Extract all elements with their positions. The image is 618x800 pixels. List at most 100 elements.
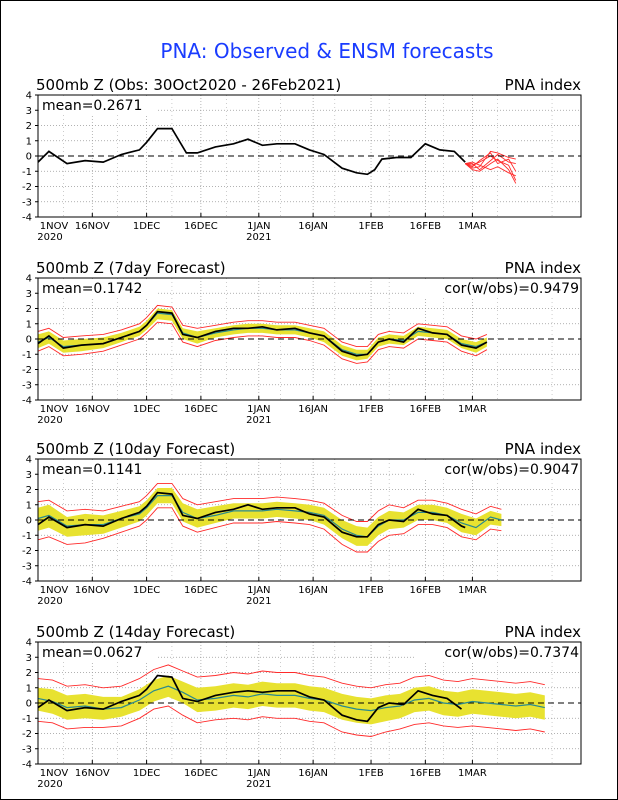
x-tick-label: 1DEC [133, 404, 160, 415]
y-tick-label: 1 [26, 319, 32, 330]
x-tick-label: 1JAN [247, 585, 270, 596]
y-tick-label: 0 [26, 699, 32, 710]
ensemble-band [38, 488, 502, 546]
x-tick-year-label: 2021 [246, 232, 271, 243]
x-tick-label: 1JAN [247, 404, 270, 415]
y-tick-label: -3 [22, 561, 32, 572]
y-tick-label: -2 [22, 546, 32, 557]
y-tick-label: -3 [22, 744, 32, 755]
x-tick-label: 1JAN [247, 768, 270, 779]
y-tick-label: -2 [22, 182, 32, 193]
y-tick-label: -2 [22, 729, 32, 740]
mean-label: mean=0.0627 [42, 645, 142, 661]
x-tick-label: 16JAN [298, 585, 328, 596]
index-label: PNA index [505, 259, 581, 277]
panel-title: 500mb Z (10day Forecast) [36, 440, 235, 458]
x-tick-label: 1FEB [358, 768, 383, 779]
panel-title: 500mb Z (7day Forecast) [36, 259, 226, 277]
x-tick-label: 1NOV [40, 768, 69, 779]
y-tick-label: 0 [26, 335, 32, 346]
lower-bound-line [37, 507, 502, 553]
forecast-member-line [464, 150, 516, 169]
x-tick-label: 1FEB [358, 221, 383, 232]
y-tick-label: 3 [26, 470, 32, 481]
x-tick-year-label: 2020 [37, 596, 62, 607]
y-tick-label: 1 [26, 683, 32, 694]
cor-label: cor(w/obs)=0.7374 [444, 645, 579, 661]
y-tick-label: 4 [26, 274, 32, 285]
x-tick-year-label: 2021 [246, 415, 271, 426]
panel-2: 500mb Z (7day Forecast) PNA index 4 3 2 1 0 -1 -… [22, 259, 582, 426]
mean-label-box [40, 644, 158, 661]
forecast-member-line [464, 158, 517, 184]
y-tick-label: -4 [22, 577, 32, 588]
observed-line [37, 310, 488, 357]
y-tick-label: -1 [22, 531, 32, 542]
panel-title: 500mb Z (14day Forecast) [36, 623, 235, 641]
x-tick-label: 16DEC [184, 404, 218, 415]
x-tick-label: 1DEC [133, 768, 160, 779]
x-tick-label: 16NOV [75, 585, 110, 596]
x-tick-label: 16NOV [75, 768, 110, 779]
x-tick-year-label: 2020 [37, 415, 62, 426]
mean-label-box [40, 280, 158, 297]
panel-title: 500mb Z (Obs: 30Oct2020 - 26Feb2021) [36, 76, 341, 94]
observed-line [37, 491, 466, 538]
x-tick-label: 1MAR [458, 221, 487, 232]
x-tick-label: 16FEB [410, 221, 442, 232]
y-tick-label: -4 [22, 213, 32, 224]
y-tick-label: 4 [26, 455, 32, 466]
lower-bound-line [37, 321, 488, 364]
index-label: PNA index [505, 440, 581, 458]
mean-label: mean=0.1742 [42, 281, 142, 297]
observed-line [37, 674, 463, 723]
index-label: PNA index [505, 623, 581, 641]
y-tick-label: 3 [26, 106, 32, 117]
x-tick-label: 16NOV [75, 221, 110, 232]
x-tick-label: 1FEB [358, 404, 383, 415]
y-tick-label: 2 [26, 304, 32, 315]
x-tick-label: 16FEB [410, 768, 442, 779]
y-tick-label: -1 [22, 350, 32, 361]
y-tick-label: -1 [22, 167, 32, 178]
ensemble-mean-line [37, 685, 545, 712]
upper-bound-line [37, 482, 502, 522]
y-tick-label: 2 [26, 485, 32, 496]
x-tick-label: 1MAR [458, 585, 487, 596]
x-tick-year-label: 2021 [246, 779, 271, 790]
mean-label: mean=0.2671 [42, 98, 142, 114]
cor-label: cor(w/obs)=0.9047 [444, 462, 579, 478]
panel-3: 500mb Z (10day Forecast) PNA index 4 3 2 1 0 -1… [22, 440, 582, 607]
cor-label-box [416, 280, 579, 297]
y-tick-label: -3 [22, 197, 32, 208]
y-tick-label: 2 [26, 121, 32, 132]
figure-title: PNA: Observed & ENSM forecasts [160, 39, 493, 63]
x-tick-label: 1NOV [40, 404, 69, 415]
y-tick-label: -4 [22, 760, 32, 771]
x-tick-label: 16DEC [184, 768, 218, 779]
y-tick-label: -2 [22, 365, 32, 376]
x-tick-label: 1JAN [247, 221, 270, 232]
x-tick-label: 1DEC [133, 585, 160, 596]
index-label: PNA index [505, 76, 581, 94]
y-tick-label: 3 [26, 289, 32, 300]
cor-label: cor(w/obs)=0.9479 [444, 281, 579, 297]
panels: 500mb Z (Obs: 30Oct2020 - 26Feb2021) PNA … [22, 76, 582, 790]
y-tick-label: 4 [26, 638, 32, 649]
panel-4: 500mb Z (14day Forecast) PNA index 4 3 2 1 0 -1… [22, 623, 582, 790]
forecast-member-line [465, 153, 516, 171]
y-tick-label: 1 [26, 136, 32, 147]
cor-label-box [416, 461, 579, 478]
mean-label: mean=0.1141 [42, 462, 142, 478]
x-tick-label: 16JAN [298, 404, 328, 415]
x-tick-label: 1MAR [458, 404, 487, 415]
y-tick-label: 0 [26, 152, 32, 163]
y-tick-label: 1 [26, 500, 32, 511]
y-tick-label: -3 [22, 380, 32, 391]
upper-bound-line [37, 664, 545, 689]
upper-bound-line [37, 304, 488, 348]
x-tick-label: 16DEC [184, 585, 218, 596]
x-tick-label: 16NOV [75, 404, 110, 415]
x-tick-label: 1DEC [133, 221, 160, 232]
